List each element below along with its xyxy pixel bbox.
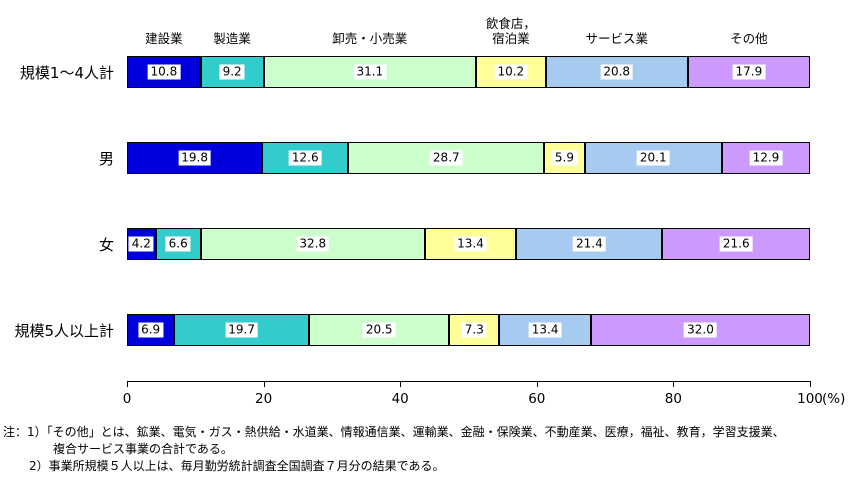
footnotes: 注：1）「その他」とは、鉱業、電気・ガス・熱供給・水道業、情報通信業、運輸業、金… xyxy=(3,424,785,475)
footnote-line-1: 注：1）「その他」とは、鉱業、電気・ガス・熱供給・水道業、情報通信業、運輸業、金… xyxy=(3,425,785,439)
segment-value-label: 12.6 xyxy=(288,150,322,166)
bar-segment: 6.9 xyxy=(127,314,175,346)
bar-row-0: 10.8 9.2 31.1 10.2 20.8 17.9 xyxy=(127,56,810,88)
bar-segment: 32.8 xyxy=(200,228,425,260)
bar-row-3: 6.9 19.7 20.5 7.3 13.4 32.0 xyxy=(127,314,810,346)
segment-value-label: 21.6 xyxy=(719,236,753,252)
bar-segment: 13.4 xyxy=(424,228,517,260)
legend-item-3: 飲食店， 宿泊業 xyxy=(485,16,536,46)
bar-segment: 20.8 xyxy=(545,56,688,88)
segment-value-label: 13.4 xyxy=(528,322,562,338)
x-axis-tick-label: 100 xyxy=(797,391,823,407)
segment-value-label: 21.4 xyxy=(573,236,606,252)
bar-segment: 9.2 xyxy=(200,56,264,88)
category-label-0: 規模1〜4人計 xyxy=(19,63,114,82)
segment-value-label: 20.5 xyxy=(362,322,396,338)
segment-value-label: 9.2 xyxy=(219,64,245,80)
x-axis-tick xyxy=(400,381,402,387)
segment-value-label: 10.2 xyxy=(494,64,528,80)
segment-value-label: 19.8 xyxy=(178,150,211,166)
category-label-2: 女 xyxy=(98,235,114,254)
bar-segment: 20.1 xyxy=(584,142,722,174)
bar-segment: 13.4 xyxy=(499,314,591,346)
x-axis-unit-label: (%) xyxy=(822,391,846,407)
segment-value-label: 12.9 xyxy=(749,150,783,166)
x-axis-tick xyxy=(127,381,128,387)
segment-value-label: 32.8 xyxy=(296,236,330,252)
plot-area: 10.8 9.2 31.1 10.2 20.8 17.9 19.8 12.6 28.7 5.9 20… xyxy=(127,48,810,381)
category-label-3: 規模5人以上計 xyxy=(14,321,114,340)
bar-segment: 21.6 xyxy=(662,228,810,260)
bar-row-1: 19.8 12.6 28.7 5.9 20.1 12.9 xyxy=(127,142,810,174)
bar-segment: 5.9 xyxy=(544,142,585,174)
segment-value-label: 10.8 xyxy=(147,64,181,80)
bar-segment: 32.0 xyxy=(591,314,810,346)
footnote-line-2: 複合サービス事業の合計である。 xyxy=(53,442,233,456)
bar-segment: 31.1 xyxy=(263,56,476,88)
legend: 建設業 製造業 卸売・小売業 飲食店， 宿泊業サービス業 その他 xyxy=(127,10,810,46)
x-axis-line xyxy=(127,381,811,382)
legend-item-4: サービス業 xyxy=(585,31,648,46)
segment-value-label: 17.9 xyxy=(732,64,766,80)
segment-value-label: 4.2 xyxy=(128,236,154,252)
legend-item-2: 卸売・小売業 xyxy=(332,31,408,46)
segment-value-label: 13.4 xyxy=(454,236,487,252)
footnote-line-3: 2）事業所規模５人以上は、毎月勤労統計調査全国調査７月分の結果である。 xyxy=(29,459,445,473)
segment-value-label: 31.1 xyxy=(353,64,387,80)
bar-segment: 4.2 xyxy=(127,228,156,260)
x-axis: (%) 0 20 40 60 80 100 xyxy=(123,381,845,411)
bar-segment: 20.5 xyxy=(309,314,450,346)
segment-value-label: 19.7 xyxy=(225,322,258,338)
segment-value-label: 7.3 xyxy=(461,322,487,338)
bar-segment: 21.4 xyxy=(516,228,663,260)
bar-segment: 10.8 xyxy=(127,56,201,88)
segment-value-label: 6.6 xyxy=(165,236,191,252)
segment-value-label: 20.1 xyxy=(636,150,670,166)
legend-item-0: 建設業 xyxy=(145,31,183,46)
segment-value-label: 6.9 xyxy=(138,322,164,338)
x-axis-tick xyxy=(263,381,265,387)
bar-segment: 10.2 xyxy=(476,56,546,88)
x-axis-tick-label: 0 xyxy=(122,391,132,407)
bar-segment: 12.9 xyxy=(721,142,810,174)
bar-row-2: 4.2 6.6 32.8 13.4 21.4 21.6 xyxy=(127,228,810,260)
bar-segment: 28.7 xyxy=(348,142,545,174)
x-axis-tick-label: 60 xyxy=(528,391,546,407)
x-axis-tick xyxy=(673,381,675,387)
bar-segment: 17.9 xyxy=(687,56,810,88)
bar-segment: 12.6 xyxy=(262,142,349,174)
bar-segment: 19.8 xyxy=(127,142,263,174)
bar-segment: 6.6 xyxy=(155,228,201,260)
x-axis-tick-label: 40 xyxy=(391,391,409,407)
segment-value-label: 20.8 xyxy=(600,64,634,80)
bar-segment: 7.3 xyxy=(449,314,500,346)
x-axis-tick xyxy=(810,381,811,387)
category-label-1: 男 xyxy=(98,149,114,168)
x-axis-tick-label: 20 xyxy=(255,391,273,407)
segment-value-label: 32.0 xyxy=(684,322,717,338)
legend-item-5: その他 xyxy=(730,31,768,46)
bar-segment: 19.7 xyxy=(174,314,310,346)
legend-item-1: 製造業 xyxy=(213,31,251,46)
segment-value-label: 5.9 xyxy=(551,150,577,166)
x-axis-tick xyxy=(536,381,538,387)
segment-value-label: 28.7 xyxy=(429,150,463,166)
x-axis-tick-label: 80 xyxy=(664,391,682,407)
